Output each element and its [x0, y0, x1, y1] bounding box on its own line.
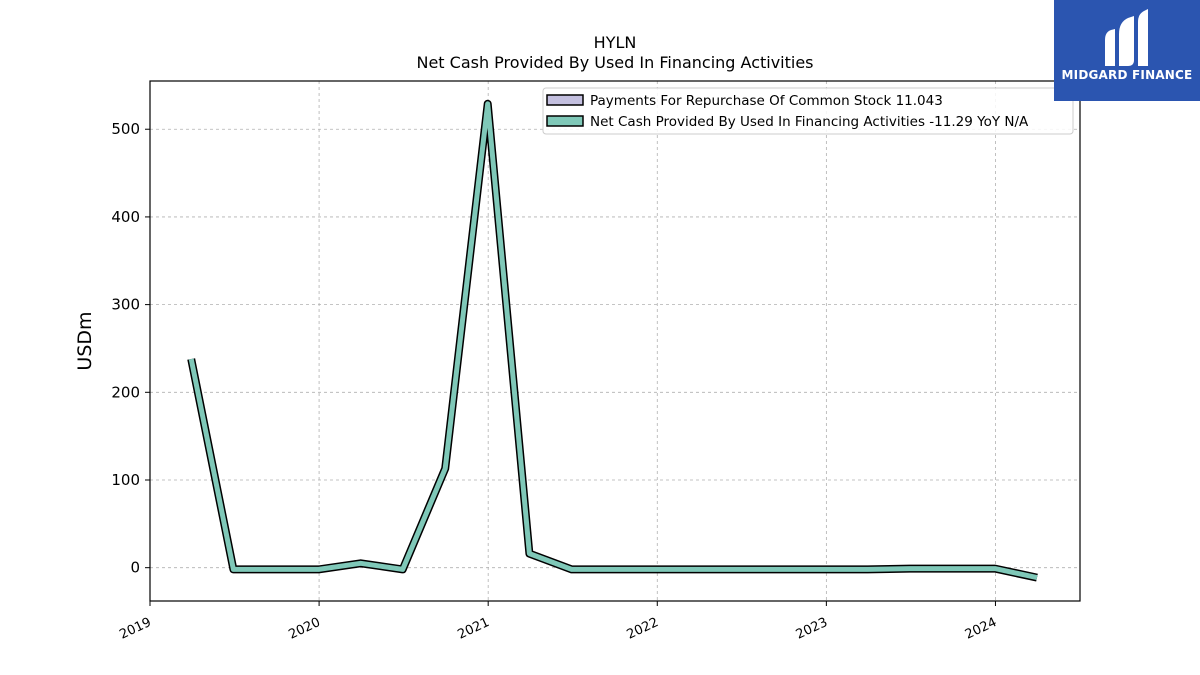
midgard-logo-icon	[1105, 9, 1148, 66]
y-tick-label: 200	[111, 383, 140, 401]
y-tick-label: 500	[111, 120, 140, 138]
x-tick-label: 2024	[963, 615, 999, 643]
series-layer	[187, 99, 1038, 582]
grid	[149, 81, 1080, 601]
y-axis: 0 100 200 300 400 500	[111, 120, 150, 577]
chart-subtitle: Net Cash Provided By Used In Financing A…	[416, 53, 813, 72]
plot-frame	[149, 80, 1081, 602]
legend: Payments For Repurchase Of Common Stock …	[542, 87, 1074, 135]
y-tick-label: 400	[111, 208, 140, 226]
x-axis: 2019 2020 2021 2022 2023 2024	[117, 601, 999, 643]
y-tick-label: 300	[111, 296, 140, 314]
y-tick-label: 100	[111, 471, 140, 489]
x-tick-label: 2021	[456, 615, 492, 643]
logo-text: MIDGARD FINANCE	[1061, 68, 1193, 82]
chart-title: HYLN	[594, 33, 637, 52]
x-tick-label: 2022	[625, 615, 661, 643]
series-outline-1	[187, 99, 1038, 582]
legend-swatch-repurchase	[546, 94, 584, 106]
y-axis-label: USDm	[74, 311, 96, 370]
legend-label-repurchase: Payments For Repurchase Of Common Stock …	[590, 93, 943, 109]
x-tick-label: 2020	[286, 615, 322, 643]
series-line-1	[188, 101, 1038, 581]
y-tick-label: 0	[130, 559, 140, 577]
legend-label-financing: Net Cash Provided By Used In Financing A…	[590, 114, 1029, 130]
x-tick-label: 2019	[117, 615, 153, 643]
legend-box	[542, 87, 1074, 135]
midgard-finance-logo: MIDGARD FINANCE	[1054, 0, 1200, 101]
legend-swatch-financing	[546, 115, 584, 127]
x-tick-label: 2023	[794, 615, 830, 643]
